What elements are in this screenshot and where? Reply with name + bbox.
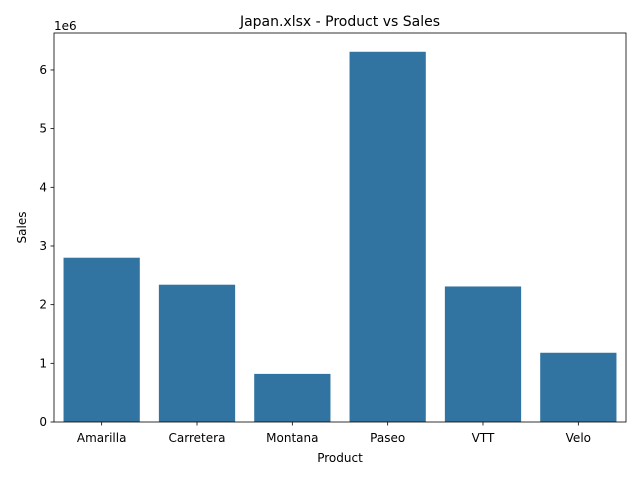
y-tick-label: 3 [39,239,47,253]
x-tick-label: Amarilla [77,431,127,445]
x-axis-label: Product [317,451,363,465]
x-tick-label: Paseo [370,431,405,445]
bar-montana [254,373,331,422]
y-axis-label: Sales [15,212,29,244]
y-tick-label: 5 [39,122,47,136]
x-tick-label: Velo [566,431,591,445]
bar-carretera [158,284,236,422]
x-axis-ticks: Amarilla Carretera Montana Paseo VTT Velo [77,422,591,445]
y-tick-label: 4 [39,180,47,194]
y-tick-label: 6 [39,63,47,77]
x-tick-label: VTT [472,431,495,445]
bar-vtt [444,286,522,422]
y-tick-label: 0 [39,415,47,429]
plot-frame [53,32,627,423]
bar-paseo [349,51,426,422]
y-axis-offset-label: 1e6 [54,19,77,33]
bars-group [63,51,617,422]
y-axis-ticks: 0 1 2 3 4 5 6 [39,63,54,429]
x-tick-label: Montana [266,431,318,445]
y-tick-label: 1 [39,356,47,370]
y-tick-label: 2 [39,298,47,312]
chart-title: Japan.xlsx - Product vs Sales [239,14,440,30]
bar-velo [540,352,617,422]
x-tick-label: Carretera [169,431,226,445]
bar-amarilla [63,257,140,422]
